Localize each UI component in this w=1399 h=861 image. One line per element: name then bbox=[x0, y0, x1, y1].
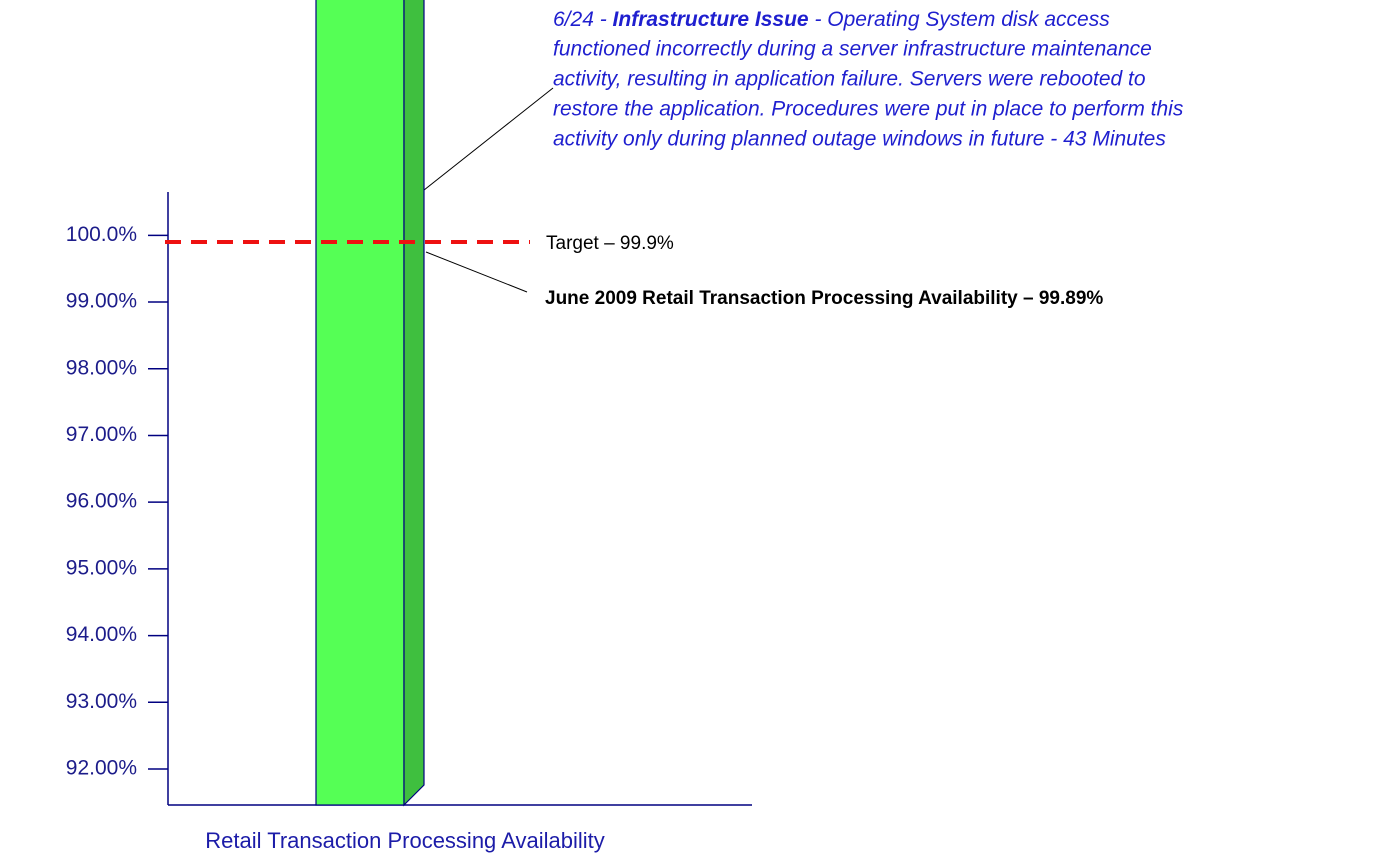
y-tick-label: 98.00% bbox=[66, 356, 137, 379]
y-tick-label: 100.0% bbox=[66, 223, 137, 246]
annotation-line: activity only during planned outage wind… bbox=[553, 128, 1166, 151]
y-tick-label: 92.00% bbox=[66, 757, 137, 780]
y-tick-label: 97.00% bbox=[66, 423, 137, 446]
annotation-availability: June 2009 Retail Transaction Processing … bbox=[545, 288, 1103, 309]
annotation-line: activity, resulting in application failu… bbox=[553, 68, 1146, 91]
bar-side bbox=[403, 0, 425, 807]
annotation-incident: 6/24 - Infrastructure Issue - Operating … bbox=[553, 8, 1110, 31]
leader-line bbox=[425, 251, 528, 293]
y-tick-label: 96.00% bbox=[66, 490, 137, 513]
x-category-label: Retail Transaction Processing Availabili… bbox=[205, 828, 604, 853]
y-tick-label: 94.00% bbox=[66, 623, 137, 646]
annotation-line: - Operating System disk access bbox=[809, 8, 1111, 31]
annotation-line: functioned incorrectly during a server i… bbox=[553, 38, 1152, 61]
target-label: Target – 99.9% bbox=[546, 233, 674, 254]
annotation-heading: Infrastructure Issue bbox=[613, 8, 809, 31]
y-tick-label: 99.00% bbox=[66, 290, 137, 313]
bar-segment bbox=[315, 0, 405, 806]
y-tick-label: 93.00% bbox=[66, 690, 137, 713]
annotation-line: restore the application. Procedures were… bbox=[553, 98, 1184, 121]
y-tick-label: 95.00% bbox=[66, 556, 137, 579]
annotation-date: 6/24 - bbox=[553, 8, 613, 31]
